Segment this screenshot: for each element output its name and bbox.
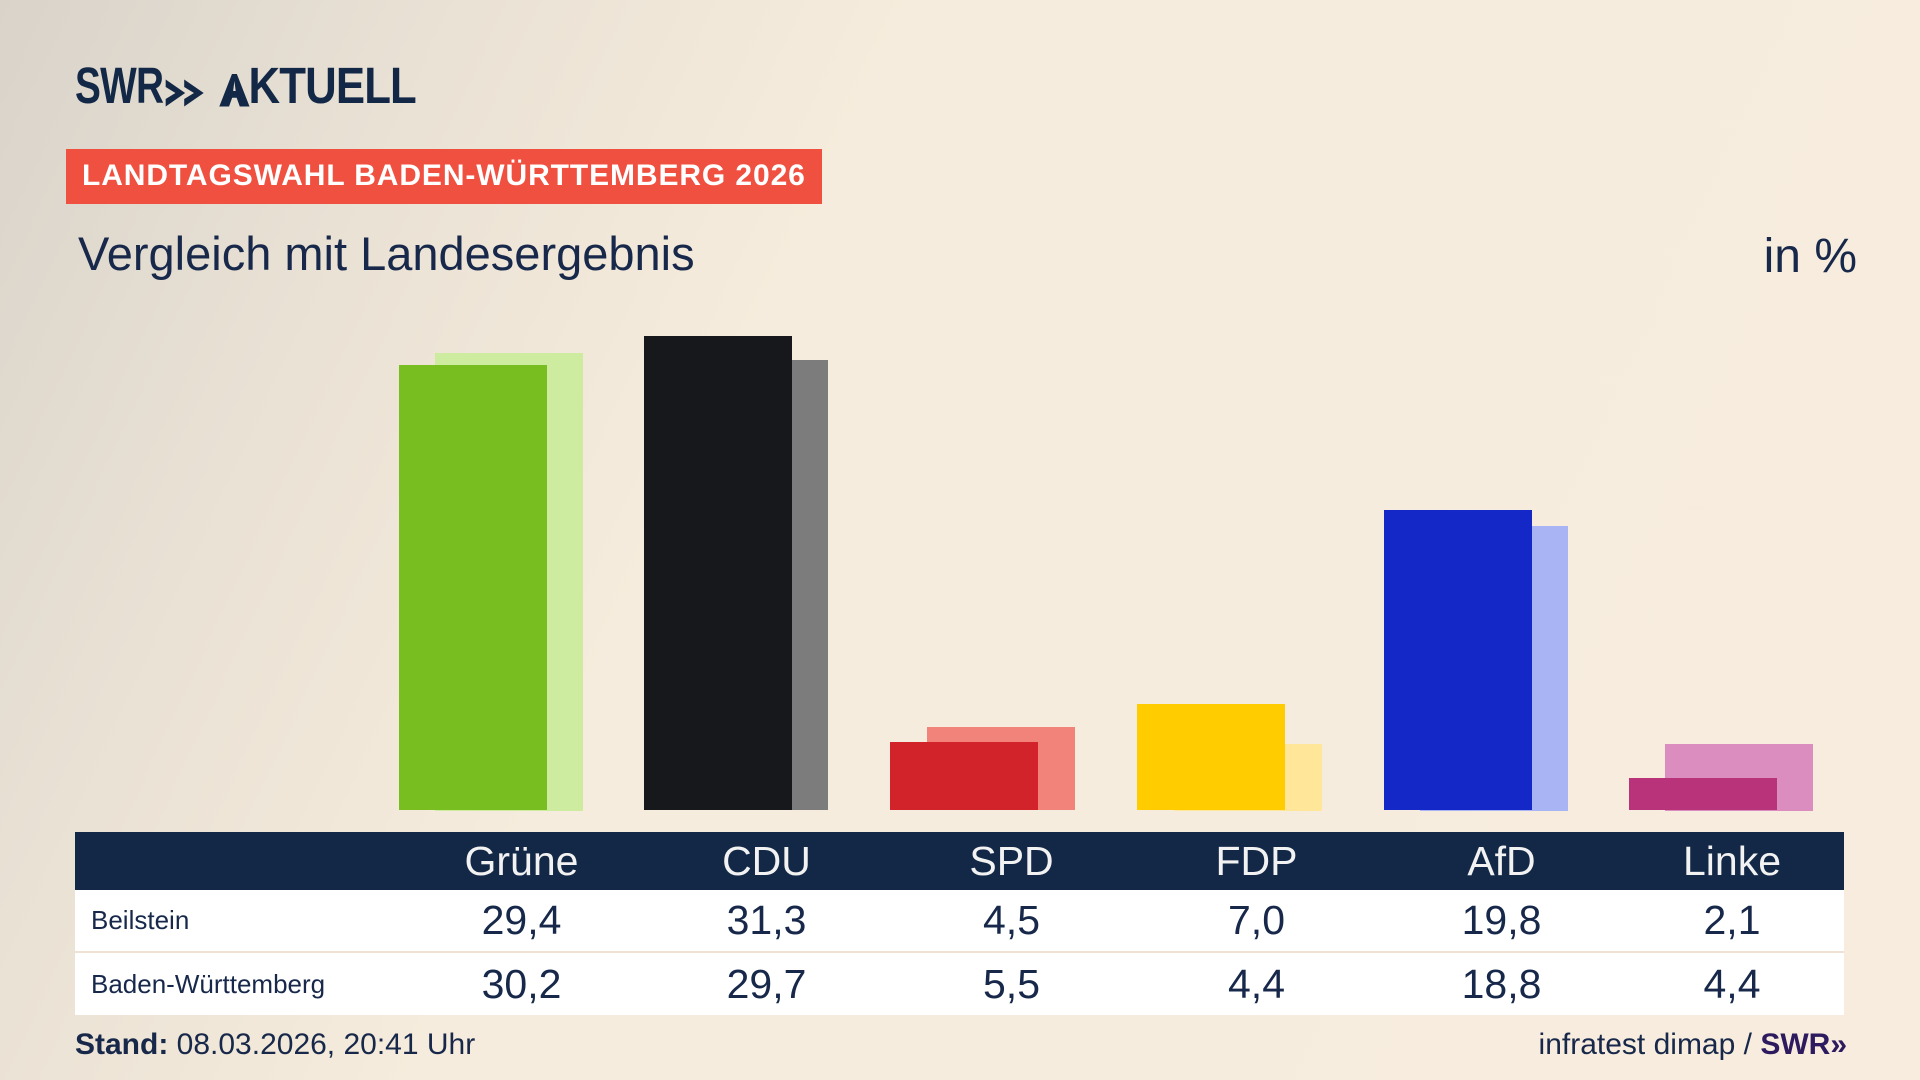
svg-text:KTUELL: KTUELL (249, 58, 416, 115)
svg-text:SWR: SWR (75, 57, 163, 114)
